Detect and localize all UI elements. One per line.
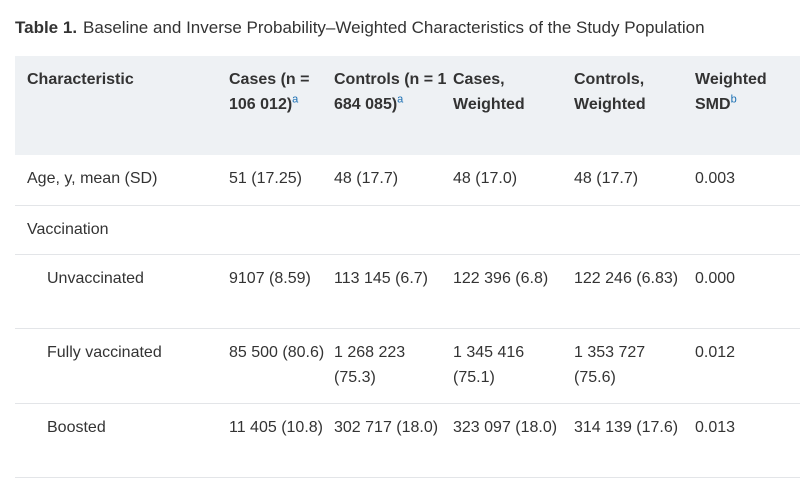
- header-controls: Controls (n = 1 684 085)a: [334, 71, 447, 113]
- footnote-link-a[interactable]: a: [292, 93, 299, 106]
- cell-cases-weighted: 48 (17.0): [453, 170, 518, 187]
- cell-controls-weighted: 48 (17.7): [574, 170, 639, 187]
- footnote-link-b[interactable]: b: [730, 93, 737, 106]
- header-cases-weighted: Cases, Weighted: [453, 71, 525, 113]
- cell-cases: [229, 205, 334, 254]
- cell-cases: 11 405 (10.8): [229, 418, 323, 436]
- row-label: Boosted: [47, 418, 106, 436]
- cell-cases-weighted: 323 097 (18.0): [453, 418, 558, 436]
- cell-cases: 85 500 (80.6): [229, 343, 325, 361]
- cell-controls: 48 (17.7): [334, 170, 399, 187]
- row-label: Unvaccinated: [47, 269, 144, 287]
- cell-cases: 9107 (8.59): [229, 269, 311, 287]
- cell-controls-weighted: 314 139 (17.6): [574, 418, 679, 436]
- footnote-link-a[interactable]: a: [397, 93, 404, 106]
- row-label: Fully vaccinated: [47, 343, 162, 361]
- table-header-row: Characteristic Cases (n = 106 012)a Cont…: [15, 56, 800, 155]
- cell-smd: 0.013: [695, 418, 736, 436]
- header-controls-weighted: Controls, Weighted: [574, 71, 646, 113]
- row-label: Vaccination: [27, 220, 109, 238]
- table-label: Table 1.: [15, 18, 78, 37]
- cell-controls: 302 717 (18.0): [334, 418, 439, 436]
- table-title: Table 1. Baseline and Inverse Probability…: [15, 18, 705, 38]
- cell-smd: 0.003: [695, 170, 736, 187]
- cell-controls: 113 145 (6.7): [334, 269, 428, 287]
- table-caption: Baseline and Inverse Probability–Weighte…: [83, 18, 705, 37]
- header-cases: Cases (n = 106 012)a: [229, 71, 310, 113]
- header-weighted-smd: Weighted SMDb: [695, 71, 767, 113]
- cell-controls: 1 268 223 (75.3): [334, 343, 406, 386]
- row-label: Age, y, mean (SD): [27, 170, 158, 187]
- table-row-unvaccinated: Unvaccinated 9107 (8.59) 113 145 (6.7) 1…: [15, 254, 800, 328]
- cell-cases: 51 (17.25): [229, 170, 302, 187]
- cell-cases-weighted: [453, 205, 574, 254]
- header-characteristic: Characteristic: [27, 71, 134, 88]
- cell-cases-weighted: 122 396 (6.8): [453, 269, 549, 287]
- cell-controls-weighted: 1 353 727 (75.6): [574, 343, 646, 386]
- cell-controls: [334, 205, 453, 254]
- cell-controls-weighted: [574, 205, 695, 254]
- cell-smd: [695, 205, 800, 254]
- cell-controls-weighted: 122 246 (6.83): [574, 269, 679, 287]
- table-row-boosted: Boosted 11 405 (10.8) 302 717 (18.0) 323…: [15, 403, 800, 477]
- cell-smd: 0.012: [695, 343, 736, 361]
- data-table: Characteristic Cases (n = 106 012)a Cont…: [15, 56, 800, 478]
- cell-smd: 0.000: [695, 269, 736, 287]
- cell-cases-weighted: 1 345 416 (75.1): [453, 343, 525, 386]
- table-row-vaccination: Vaccination: [15, 205, 800, 254]
- table-row-fully-vaccinated: Fully vaccinated 85 500 (80.6) 1 268 223…: [15, 328, 800, 403]
- table-row-age: Age, y, mean (SD) 51 (17.25) 48 (17.7) 4…: [15, 155, 800, 205]
